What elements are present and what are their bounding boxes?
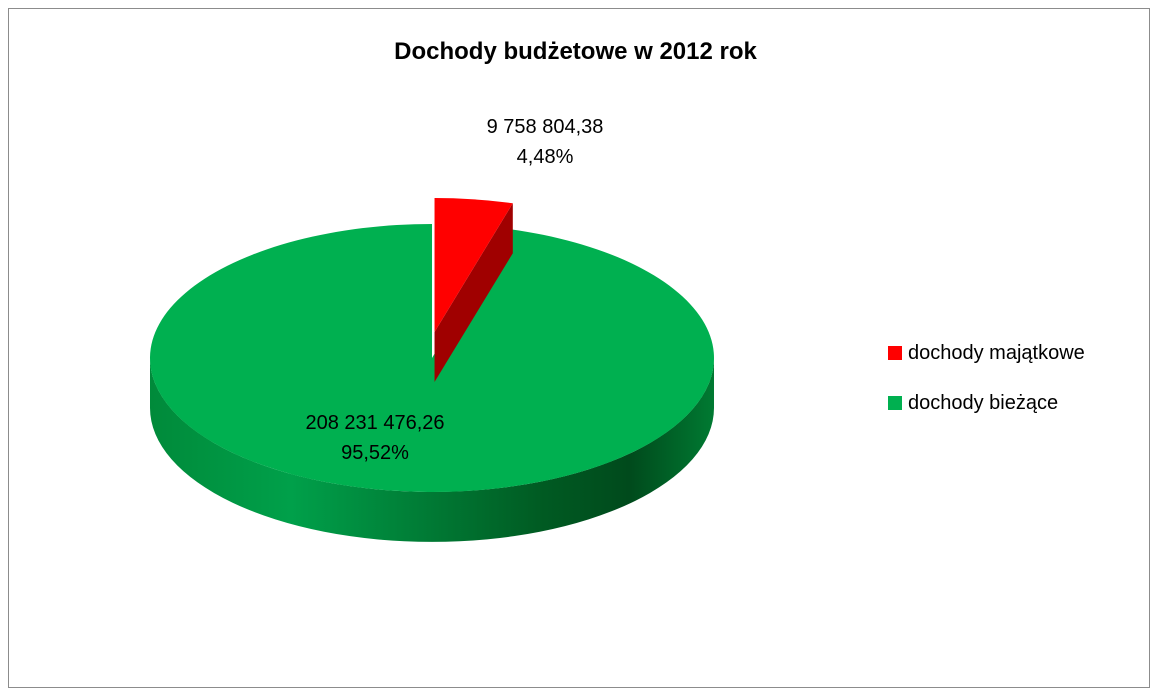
- label-biezace-value: 208 231 476,26: [305, 412, 445, 434]
- label-majatkowe-percent: 4,48%: [516, 146, 574, 168]
- label-majatkowe-value: 9 758 804,38: [486, 116, 604, 138]
- label-majatkowe: 9 758 804,38 4,48%: [440, 112, 650, 172]
- pie-slice-majatkowe: [434, 197, 513, 332]
- pie-cut-majatkowe: [434, 203, 513, 382]
- legend-swatch-majatkowe: [888, 346, 902, 360]
- legend: dochody majątkowe dochody bieżące: [888, 338, 1085, 438]
- legend-item-majatkowe: dochody majątkowe: [888, 338, 1085, 368]
- legend-label-majatkowe: dochody majątkowe: [908, 341, 1085, 364]
- label-biezace: 208 231 476,26 95,52%: [255, 408, 495, 468]
- legend-label-biezace: dochody bieżące: [908, 391, 1059, 414]
- pie-side-biezace: [150, 358, 714, 542]
- chart-title: Dochody budżetowe w 2012 rok: [394, 38, 757, 65]
- legend-swatch-biezace: [888, 396, 902, 410]
- pie-slice-biezace: [150, 224, 714, 492]
- legend-item-biezace: dochody bieżące: [888, 388, 1085, 418]
- label-biezace-percent: 95,52%: [341, 442, 409, 464]
